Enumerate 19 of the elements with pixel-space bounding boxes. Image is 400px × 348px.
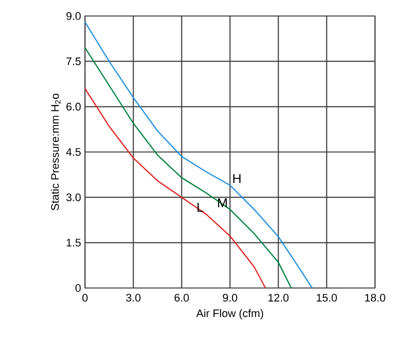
x-tick-label: 18.0 [365,294,386,302]
y-tick-label: 3.0 [66,193,81,202]
series-label: L [198,202,204,212]
x-tick-label: 6.0 [174,294,189,302]
line-series [84,21,313,289]
y-tick-label: 6.0 [66,102,81,111]
series-label: H [233,174,240,184]
y-tick-label: 9.0 [66,12,81,20]
y-tick-label: 1.5 [66,238,81,246]
x-tick-label: 9.0 [222,294,238,302]
y-tick-label: 7.5 [66,58,81,66]
x-tick-label: 0 [82,294,88,302]
x-tick-label: 3.0 [126,294,141,302]
x-tick-label: 15.0 [316,294,337,302]
x-tick-label: 12.0 [268,294,289,302]
y-tick-label: 4.5 [66,148,81,156]
y-tick-label: 0 [75,284,81,292]
y-axis-title: Static Pressure:mm H$_{2}$o [50,94,60,210]
x-axis-title: Air Flow (cfm) [196,309,264,320]
